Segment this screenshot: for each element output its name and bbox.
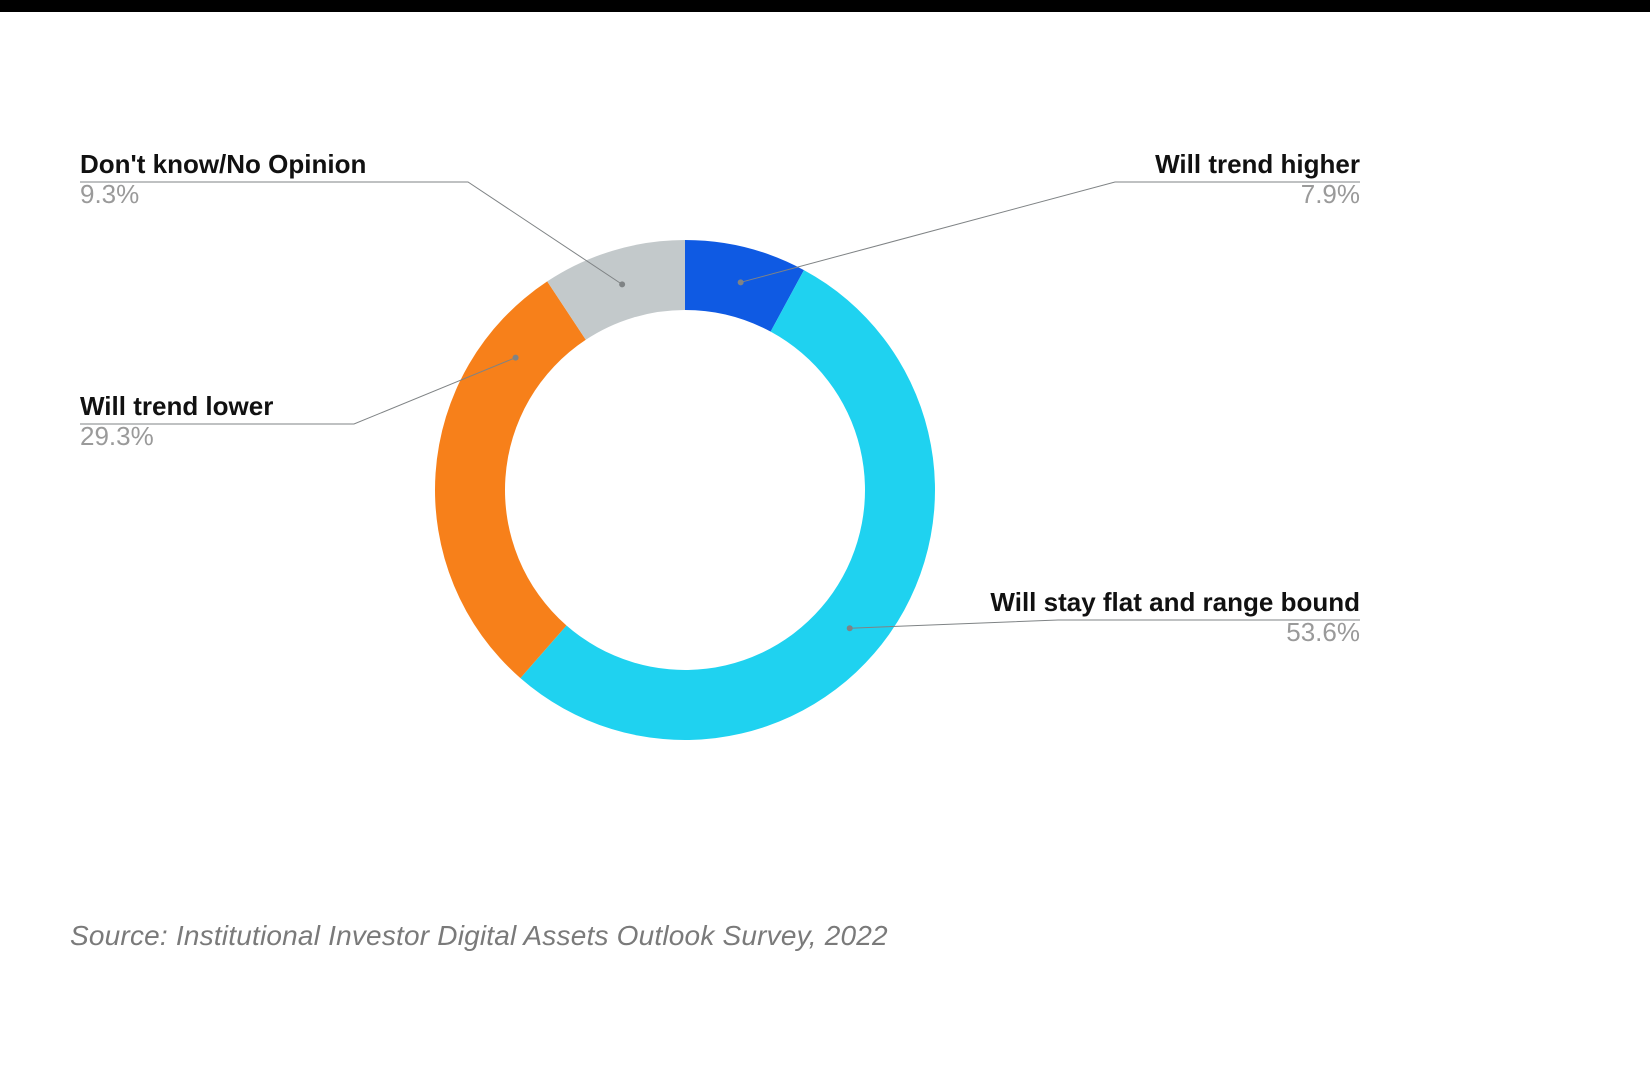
label-text: Will stay flat and range bound <box>990 588 1360 618</box>
label-pct: 53.6% <box>990 618 1360 648</box>
slice-lower <box>435 281 586 678</box>
label-will-trend-higher: Will trend higher 7.9% <box>1155 150 1360 210</box>
label-text: Don't know/No Opinion <box>80 150 366 180</box>
leader-dot-dk <box>619 281 625 287</box>
label-pct: 7.9% <box>1155 180 1360 210</box>
leader-dot-lower <box>513 355 519 361</box>
label-pct: 9.3% <box>80 180 366 210</box>
source-footnote: Source: Institutional Investor Digital A… <box>70 920 888 952</box>
label-text: Will trend higher <box>1155 150 1360 180</box>
label-text: Will trend lower <box>80 392 273 422</box>
leader-dot-flat <box>847 625 853 631</box>
label-will-stay-flat: Will stay flat and range bound 53.6% <box>990 588 1360 648</box>
label-dont-know: Don't know/No Opinion 9.3% <box>80 150 366 210</box>
leader-dot-higher <box>738 279 744 285</box>
label-pct: 29.3% <box>80 422 273 452</box>
label-will-trend-lower: Will trend lower 29.3% <box>80 392 273 452</box>
